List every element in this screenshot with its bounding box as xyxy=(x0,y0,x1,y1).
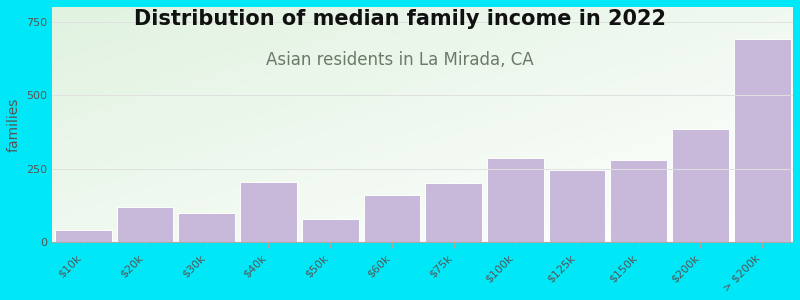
Bar xyxy=(302,219,358,242)
Bar xyxy=(363,195,420,242)
Bar xyxy=(549,170,606,242)
Bar xyxy=(240,182,297,242)
Bar xyxy=(55,230,112,242)
Text: Asian residents in La Mirada, CA: Asian residents in La Mirada, CA xyxy=(266,51,534,69)
Bar xyxy=(117,207,174,242)
Bar xyxy=(672,129,729,242)
Text: Distribution of median family income in 2022: Distribution of median family income in … xyxy=(134,9,666,29)
Bar xyxy=(610,160,667,242)
Bar xyxy=(734,39,790,242)
Bar xyxy=(178,213,235,242)
Bar xyxy=(426,183,482,242)
Y-axis label: families: families xyxy=(7,97,21,152)
Bar xyxy=(487,158,544,242)
